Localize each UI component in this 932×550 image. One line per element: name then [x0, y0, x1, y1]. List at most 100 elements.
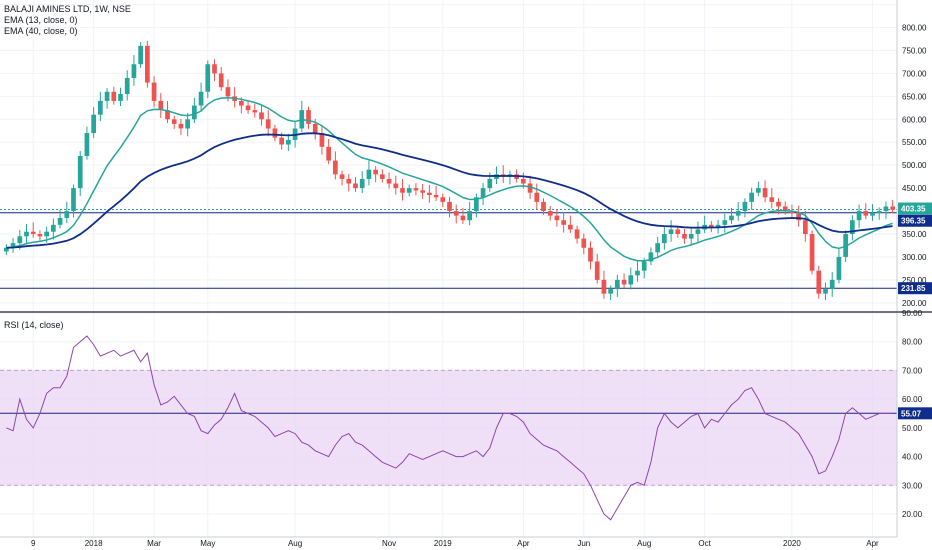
candle-body	[245, 105, 251, 111]
candle-body	[850, 220, 855, 234]
candle-body	[393, 183, 399, 189]
candle-body	[440, 197, 446, 202]
price-tick-label: 450.00	[902, 184, 927, 193]
candle-body	[171, 119, 177, 124]
price-tick-label: 550.00	[902, 138, 927, 147]
ema13-line	[6, 97, 893, 262]
candle-body	[682, 234, 687, 239]
candle-body	[863, 211, 869, 216]
rsi-tick-label: 50.00	[902, 424, 923, 433]
rsi-tick-label: 60.00	[902, 395, 923, 404]
x-tick-label: Apr	[866, 539, 879, 548]
candle-body	[615, 279, 620, 290]
rsi-band-fill	[0, 370, 897, 486]
candle-body	[487, 178, 493, 189]
candle-body	[474, 197, 479, 212]
candle-body	[823, 289, 828, 294]
candle-body	[366, 169, 372, 179]
candle-body	[198, 91, 204, 106]
candle-body	[467, 211, 472, 221]
candle-body	[406, 188, 412, 193]
candle-body	[124, 78, 130, 95]
rsi-line	[6, 335, 893, 521]
candle-body	[816, 270, 822, 294]
ema13-legend: EMA (13, close, 0)	[4, 15, 78, 25]
x-tick-label: May	[200, 539, 215, 548]
support-price-label-bg	[898, 282, 932, 295]
candle-body	[756, 188, 761, 193]
candle-body	[51, 224, 56, 232]
price-tick-label: 350.00	[902, 230, 927, 239]
candle-body	[541, 201, 546, 212]
candle-body	[809, 234, 815, 271]
rsi-tick-label: 20.00	[902, 510, 923, 519]
candle-body	[118, 94, 123, 101]
rsi-tick-label: 80.00	[902, 338, 923, 347]
candle-body	[803, 220, 808, 234]
candle-body	[453, 211, 459, 216]
candle-body	[17, 236, 23, 244]
x-tick-label: 2019	[434, 539, 452, 548]
candle-body	[876, 211, 882, 214]
support-price-label: 231.85	[901, 284, 926, 293]
candle-body	[178, 123, 184, 129]
candle-body	[601, 279, 607, 294]
candle-body	[608, 289, 613, 294]
candle-body	[104, 91, 110, 101]
current-price-label-bg	[898, 202, 932, 215]
candle-body	[413, 188, 419, 191]
candle-body	[359, 178, 365, 189]
rsi-line-group	[6, 335, 893, 521]
candle-body	[527, 183, 533, 193]
candle-body	[4, 247, 9, 252]
candle-body	[91, 114, 96, 134]
ema-price-label: 396.35	[901, 217, 926, 226]
candle-body	[333, 160, 338, 175]
candle-body	[742, 201, 748, 212]
candle-body	[400, 188, 405, 193]
price-tick-label: 200.00	[902, 299, 927, 308]
candle-body	[648, 252, 654, 262]
candle-body	[709, 224, 714, 228]
candle-body	[205, 64, 211, 92]
candle-body	[722, 220, 728, 225]
x-tick-label: 2020	[783, 539, 801, 548]
rsi-band	[0, 369, 897, 486]
candle-body	[151, 82, 157, 101]
candle-body	[789, 211, 795, 214]
candle-body	[749, 192, 754, 202]
candle-body	[24, 231, 29, 237]
candle-body	[420, 190, 425, 193]
candle-body	[588, 247, 593, 262]
price-tick-label: 750.00	[902, 46, 927, 55]
candle-body	[729, 215, 734, 221]
rsi-tick-label: 70.00	[902, 366, 923, 375]
candle-body	[138, 45, 143, 65]
chart-legend: BALAJI AMINES LTD, 1W, NSE EMA (13, clos…	[4, 4, 131, 37]
candle-body	[131, 64, 137, 78]
candle-body	[44, 231, 49, 237]
ema40-legend: EMA (40, close, 0)	[4, 26, 78, 36]
candle-body	[353, 183, 358, 189]
candle-body	[776, 201, 781, 207]
candle-body	[98, 100, 103, 115]
candle-body	[574, 229, 580, 239]
candle-body	[782, 206, 788, 212]
ema40-line	[6, 132, 893, 249]
candle-body	[521, 178, 526, 184]
candle-body	[57, 217, 63, 225]
candle-body	[346, 178, 352, 184]
rsi-tick-label: 90.00	[902, 309, 923, 318]
x-tick-label: Apr	[517, 539, 530, 548]
candle-body	[890, 206, 895, 210]
rsi-title: RSI (14, close)	[4, 320, 64, 330]
rsi-legend: RSI (14, close)	[4, 320, 64, 331]
candle-body	[480, 188, 486, 198]
candle-body	[279, 137, 284, 145]
rsi-value-label-bg	[898, 407, 932, 420]
price-tick-label: 650.00	[902, 92, 927, 101]
candle-body	[561, 220, 566, 225]
candle-body	[856, 211, 862, 221]
